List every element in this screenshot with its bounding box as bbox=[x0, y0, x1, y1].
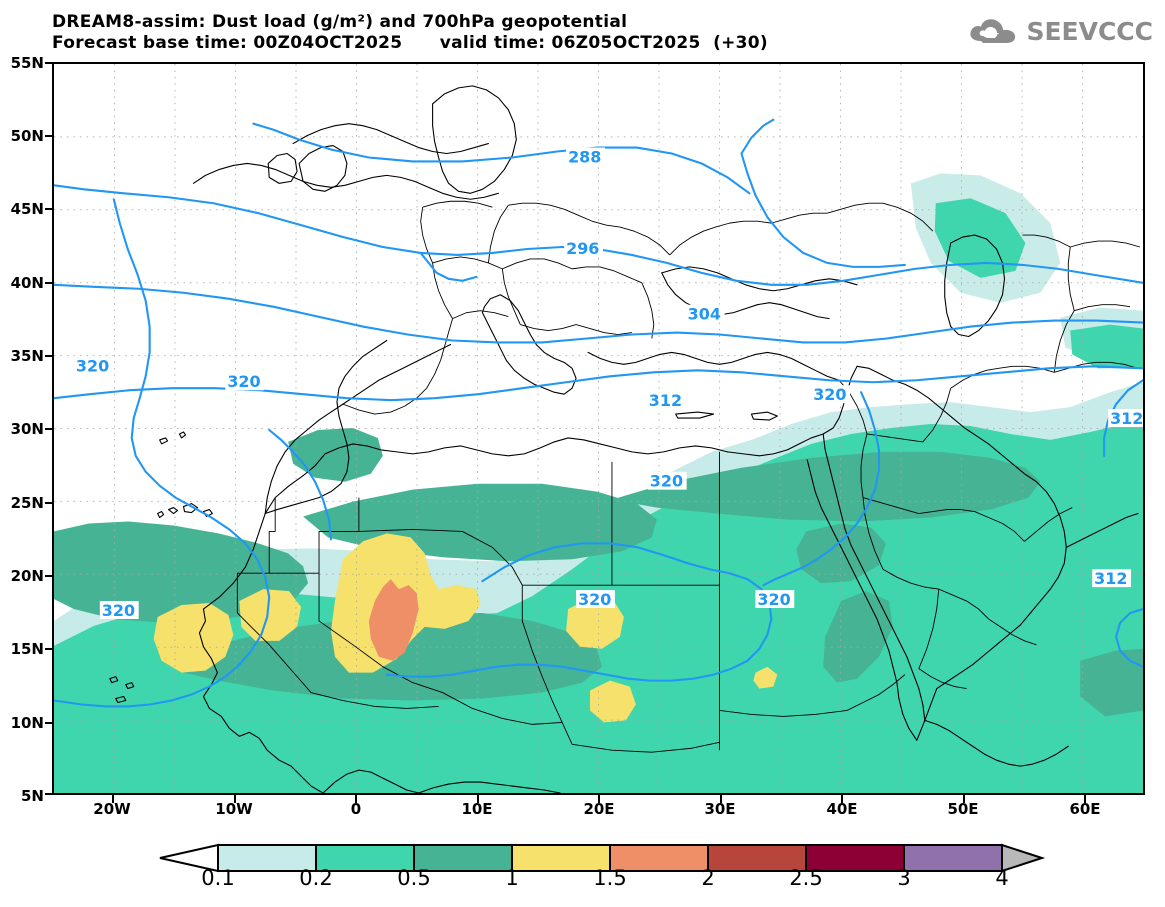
colorbar-tick-2: 2 bbox=[701, 866, 715, 890]
contour-labels: 288 296 304 312 312 312 320 320 320 32 bbox=[73, 147, 1143, 620]
map-plot-area[interactable]: 288 296 304 312 312 312 320 320 320 32 bbox=[52, 62, 1145, 795]
colorbar-tick-0.2: 0.2 bbox=[299, 866, 333, 890]
x-tick-30E: 30E bbox=[704, 800, 736, 818]
x-tick-10E: 10E bbox=[461, 800, 493, 818]
y-tick-25N: 25N bbox=[10, 494, 44, 512]
contour-label-288: 288 bbox=[568, 147, 601, 166]
colorbar-tick-1.5: 1.5 bbox=[593, 866, 627, 890]
seevccc-logo: SEEVCCC bbox=[967, 10, 1153, 52]
x-tick-20E: 20E bbox=[583, 800, 615, 818]
forecast-time-subtitle: Forecast base time: 00Z04OCT2025 valid t… bbox=[52, 33, 769, 53]
y-tick-50N: 50N bbox=[10, 127, 44, 145]
contour-label-304: 304 bbox=[688, 305, 721, 324]
x-tick-20W: 20W bbox=[93, 800, 131, 818]
logo-text: SEEVCCC bbox=[1026, 16, 1153, 46]
map-borders bbox=[236, 200, 1141, 753]
colorbar-tick-0.1: 0.1 bbox=[201, 866, 235, 890]
colorbar-swatches bbox=[159, 843, 1046, 873]
contour-label-296: 296 bbox=[566, 239, 599, 258]
contour-label-320c: 320 bbox=[813, 385, 846, 404]
colorbar-tick-0.5: 0.5 bbox=[397, 866, 431, 890]
geopotential-contours bbox=[54, 118, 1143, 708]
contour-label-320d: 320 bbox=[650, 472, 683, 491]
page-title: DREAM8-assim: Dust load (g/m²) and 700hP… bbox=[52, 12, 628, 32]
colorbar-band-1.5-2 bbox=[609, 844, 709, 872]
y-tick-5N: 5N bbox=[21, 787, 44, 805]
colorbar[interactable]: 0.1 0.2 0.5 1 1.5 2 2.5 3 4 bbox=[0, 840, 1165, 907]
y-tick-10N: 10N bbox=[10, 714, 44, 732]
y-tick-20N: 20N bbox=[10, 567, 44, 585]
colorbar-tick-3: 3 bbox=[897, 866, 911, 890]
map-coastlines bbox=[109, 85, 1139, 793]
header: DREAM8-assim: Dust load (g/m²) and 700hP… bbox=[0, 0, 1165, 58]
cloud-icon bbox=[970, 19, 1016, 43]
x-tick-40E: 40E bbox=[826, 800, 858, 818]
y-tick-15N: 15N bbox=[10, 640, 44, 658]
colorbar-over-arrow bbox=[1001, 843, 1046, 873]
y-tick-35N: 35N bbox=[10, 347, 44, 365]
y-tick-40N: 40N bbox=[10, 274, 44, 292]
x-tick-60E: 60E bbox=[1069, 800, 1101, 818]
colorbar-tick-2.5: 2.5 bbox=[789, 866, 823, 890]
x-tick-50E: 50E bbox=[947, 800, 979, 818]
colorbar-band-2.5-3 bbox=[805, 844, 905, 872]
contour-label-320a: 320 bbox=[76, 356, 109, 375]
contour-label-320e: 320 bbox=[578, 590, 611, 609]
colorbar-band-1-1.5 bbox=[511, 844, 611, 872]
map-canvas: 288 296 304 312 312 312 320 320 320 32 bbox=[54, 64, 1143, 793]
contour-label-312a: 312 bbox=[649, 391, 682, 410]
y-tick-30N: 30N bbox=[10, 420, 44, 438]
dust-band-1.5-2 bbox=[368, 579, 419, 661]
contour-label-312c: 312 bbox=[1094, 569, 1127, 588]
contour-label-320g: 320 bbox=[102, 601, 135, 620]
y-tick-55N: 55N bbox=[10, 54, 44, 72]
x-tick-10W: 10W bbox=[215, 800, 253, 818]
contour-label-320f: 320 bbox=[757, 590, 790, 609]
colorbar-band-0.2-0.5 bbox=[315, 844, 415, 872]
contour-label-312b: 312 bbox=[1110, 409, 1143, 428]
colorbar-tick-1: 1 bbox=[505, 866, 519, 890]
colorbar-band-0.1-0.2 bbox=[217, 844, 317, 872]
colorbar-band-2-2.5 bbox=[707, 844, 807, 872]
contour-label-320b: 320 bbox=[227, 372, 260, 391]
x-tick-0: 0 bbox=[350, 800, 362, 818]
colorbar-tick-4: 4 bbox=[995, 866, 1009, 890]
grid-lines bbox=[54, 64, 1143, 793]
y-tick-45N: 45N bbox=[10, 200, 44, 218]
colorbar-tick-labels: 0.1 0.2 0.5 1 1.5 2 2.5 3 4 bbox=[0, 866, 1165, 900]
